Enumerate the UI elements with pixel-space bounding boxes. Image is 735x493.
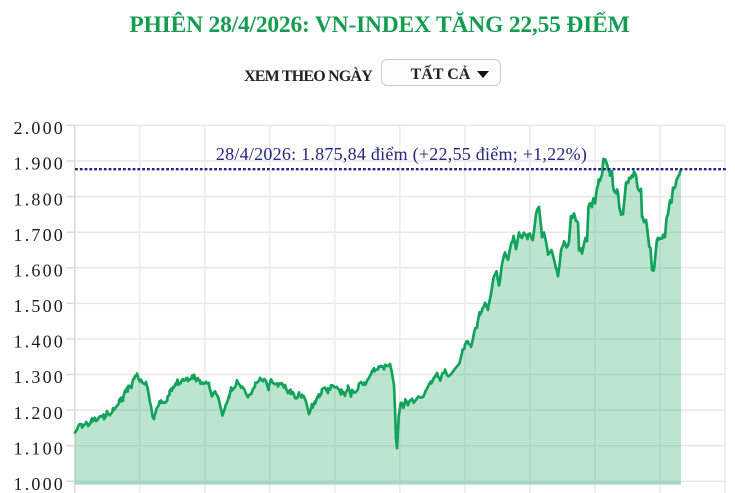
svg-text:1.200: 1.200: [14, 403, 66, 423]
svg-text:1.300: 1.300: [14, 367, 66, 387]
svg-text:1.900: 1.900: [14, 154, 66, 174]
svg-text:1.500: 1.500: [14, 296, 66, 316]
svg-text:1.100: 1.100: [14, 438, 66, 458]
svg-text:1.000: 1.000: [14, 474, 66, 493]
svg-text:1.700: 1.700: [14, 225, 66, 245]
svg-text:1.400: 1.400: [14, 332, 66, 352]
svg-text:28/4/2026: 1.875,84 điểm (+22,: 28/4/2026: 1.875,84 điểm (+22,55 điểm; +…: [216, 144, 587, 165]
svg-text:2.000: 2.000: [14, 118, 66, 138]
svg-text:1.600: 1.600: [14, 261, 66, 281]
svg-text:1.800: 1.800: [14, 189, 66, 209]
